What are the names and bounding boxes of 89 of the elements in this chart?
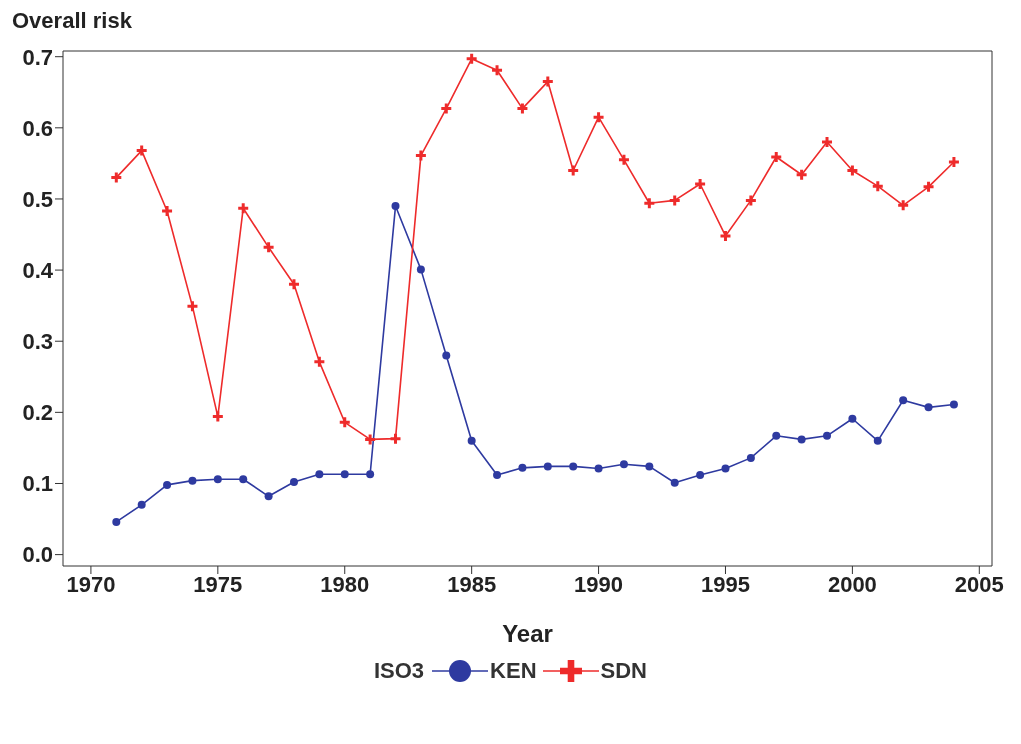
point: [718, 229, 732, 243]
point: [188, 476, 197, 485]
point: [619, 460, 628, 469]
y-axis-title: Overall risk: [11, 8, 133, 35]
point: [493, 470, 502, 479]
x-tick-label: 1975: [193, 571, 243, 597]
point: [515, 102, 529, 116]
y-tick-label: 0.3: [22, 329, 53, 355]
point: [820, 135, 834, 149]
x-tick-label: 1995: [701, 571, 750, 597]
point: [135, 144, 149, 158]
point: [363, 432, 377, 446]
point: [490, 63, 504, 77]
point: [848, 414, 857, 423]
x-tick-label: 1990: [574, 571, 624, 597]
point: [287, 277, 301, 291]
point: [391, 202, 400, 211]
x-tick-label: 1985: [447, 571, 497, 597]
legend-label: KEN: [490, 658, 537, 684]
point: [797, 435, 806, 444]
point: [642, 196, 656, 210]
point: [109, 171, 123, 185]
point: [592, 110, 606, 124]
y-tick-label: 0.7: [22, 44, 53, 70]
point: [467, 436, 476, 445]
point: [112, 517, 121, 526]
point: [239, 475, 248, 484]
point: [465, 52, 479, 66]
point: [262, 240, 276, 254]
point: [566, 164, 580, 177]
point: [211, 410, 225, 424]
y-tick-label: 0.0: [22, 542, 53, 568]
point: [518, 463, 527, 472]
point: [389, 432, 403, 446]
point: [670, 478, 679, 487]
point: [289, 478, 298, 487]
point: [924, 403, 933, 412]
point: [769, 150, 783, 164]
y-tick-label: 0.2: [22, 400, 53, 426]
x-axis-title: Year: [502, 620, 553, 647]
y-tick-label: 0.1: [22, 471, 53, 497]
point: [137, 500, 146, 509]
point: [541, 75, 555, 89]
point: [569, 462, 578, 471]
legend-label: SDN: [600, 658, 648, 684]
point: [366, 470, 375, 479]
point: [312, 355, 326, 369]
point: [746, 453, 755, 462]
point: [795, 168, 809, 182]
legend-title: ISO3: [373, 658, 425, 684]
point: [160, 204, 174, 218]
point: [949, 400, 958, 409]
point: [896, 198, 910, 212]
point: [315, 470, 324, 479]
point: [693, 177, 707, 191]
point: [947, 155, 961, 169]
point: [922, 180, 936, 194]
point: [543, 462, 552, 471]
point: [617, 153, 631, 167]
x-tick-label: 1980: [320, 571, 370, 597]
point: [696, 470, 705, 479]
point: [264, 492, 273, 501]
x-tick-label: 2000: [827, 571, 877, 597]
point: [163, 480, 172, 489]
x-tick-label: 1970: [66, 571, 116, 597]
point: [645, 462, 654, 471]
point: [416, 265, 425, 274]
point: [871, 179, 885, 193]
point: [899, 396, 908, 405]
point: [213, 475, 222, 484]
point: [236, 201, 250, 215]
y-tick-label: 0.6: [22, 115, 53, 141]
y-tick-label: 0.4: [22, 257, 54, 283]
y-tick-label: 0.5: [22, 186, 53, 212]
point: [594, 464, 603, 473]
point: [439, 102, 453, 116]
point: [845, 164, 859, 177]
point: [721, 464, 730, 473]
point: [772, 431, 781, 440]
point: [873, 436, 882, 445]
point: [823, 431, 832, 440]
x-tick-label: 2005: [954, 571, 1004, 597]
point: [442, 351, 451, 360]
point: [668, 193, 682, 207]
point: [414, 149, 428, 163]
point: [338, 415, 352, 429]
point: [340, 470, 349, 479]
point: [744, 193, 758, 207]
point: [185, 299, 199, 313]
